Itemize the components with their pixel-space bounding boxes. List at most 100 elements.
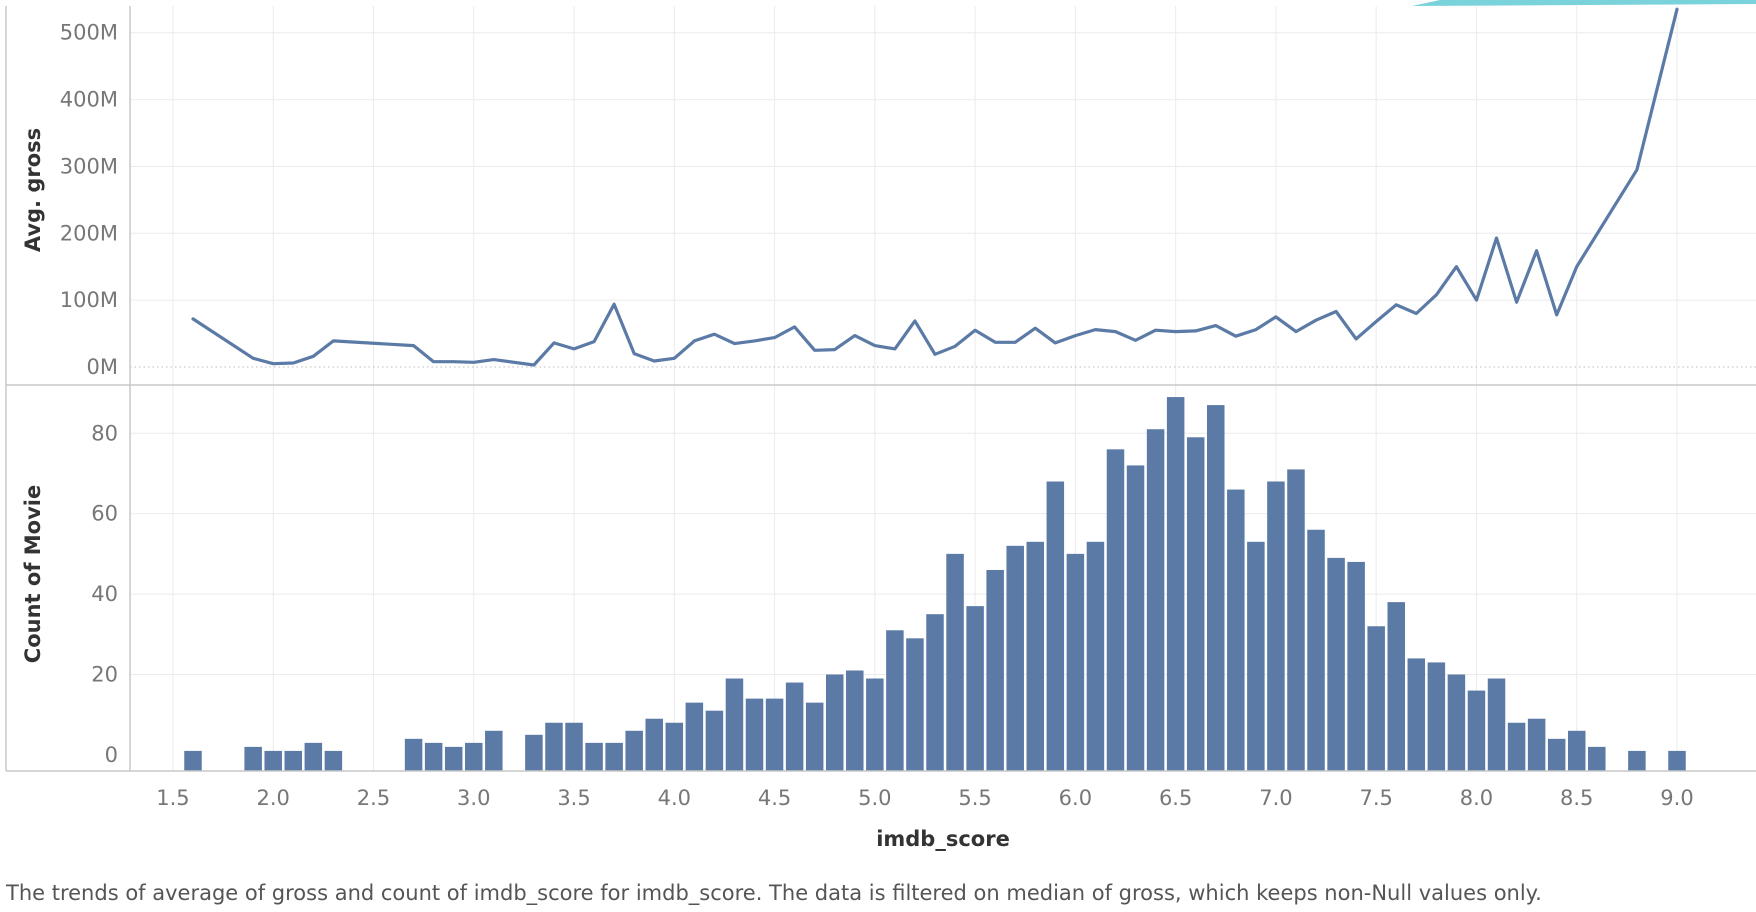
line-chart-y-tick-labels: 0M 100M 200M 300M 400M 500M bbox=[60, 21, 118, 379]
x-tick-10: 6.5 bbox=[1159, 786, 1192, 810]
x-tick-1: 2.0 bbox=[257, 786, 290, 810]
bar-9.0 bbox=[1668, 750, 1686, 771]
bar-2.9 bbox=[444, 746, 463, 771]
bar-chart-y-tick-0: 0 bbox=[105, 743, 118, 767]
x-tick-2: 2.5 bbox=[357, 786, 390, 810]
x-tick-3: 3.0 bbox=[457, 786, 490, 810]
bar-5.3 bbox=[926, 614, 944, 771]
bar-4.1 bbox=[685, 702, 704, 771]
bar-2.7 bbox=[404, 738, 423, 771]
x-axis-title: imdb_score bbox=[876, 827, 1010, 851]
bar-3.5 bbox=[565, 722, 583, 771]
bar-6.4 bbox=[1146, 429, 1165, 771]
bar-chart-y-tick-2: 40 bbox=[91, 582, 118, 606]
bar-4.0 bbox=[665, 722, 684, 771]
bar-chart-y-tick-1: 20 bbox=[91, 663, 118, 687]
bar-3.3 bbox=[525, 734, 543, 771]
bar-6.6 bbox=[1186, 437, 1205, 771]
decorative-header-streak bbox=[1412, 0, 1756, 6]
bar-5.4 bbox=[946, 553, 964, 771]
bar-2.2 bbox=[304, 742, 323, 771]
bar-4.3 bbox=[725, 678, 744, 771]
x-tick-13: 8.0 bbox=[1460, 786, 1493, 810]
bar-5.1 bbox=[886, 630, 904, 771]
bar-3.9 bbox=[645, 718, 663, 771]
x-tick-6: 4.5 bbox=[758, 786, 791, 810]
bar-4.8 bbox=[825, 674, 844, 771]
x-tick-11: 7.0 bbox=[1259, 786, 1292, 810]
bar-2.8 bbox=[424, 742, 443, 771]
bar-7.9 bbox=[1447, 674, 1466, 771]
bar-6.7 bbox=[1207, 405, 1225, 771]
bar-7.3 bbox=[1327, 557, 1345, 771]
bar-8.5 bbox=[1567, 730, 1586, 771]
line-chart-y-tick-0: 0M bbox=[87, 355, 118, 379]
bar-3.4 bbox=[545, 722, 563, 771]
bar-7.5 bbox=[1367, 626, 1385, 771]
bar-5.7 bbox=[1006, 545, 1024, 771]
line-chart-y-tick-4: 400M bbox=[60, 88, 118, 112]
chart-caption: The trends of average of gross and count… bbox=[5, 881, 1542, 906]
bar-4.6 bbox=[785, 682, 804, 771]
bar-3.8 bbox=[625, 730, 643, 771]
bar-8.6 bbox=[1588, 746, 1606, 771]
bar-8.2 bbox=[1507, 722, 1526, 771]
bar-4.4 bbox=[745, 698, 764, 771]
bar-6.1 bbox=[1086, 541, 1105, 771]
bar-7.6 bbox=[1387, 602, 1405, 771]
bar-series-count-of-movie bbox=[184, 397, 1686, 771]
bar-chart-y-tick-4: 80 bbox=[91, 421, 118, 445]
bar-chart-y-tick-labels: 0 20 40 60 80 bbox=[91, 421, 118, 767]
x-tick-7: 5.0 bbox=[858, 786, 891, 810]
x-tick-12: 7.5 bbox=[1359, 786, 1392, 810]
bar-2.1 bbox=[284, 750, 303, 771]
bar-7.0 bbox=[1267, 481, 1285, 771]
x-tick-9: 6.0 bbox=[1059, 786, 1092, 810]
bar-8.1 bbox=[1487, 678, 1506, 771]
bar-8.0 bbox=[1467, 690, 1486, 771]
line-chart-y-tick-3: 300M bbox=[60, 154, 118, 178]
bar-3.7 bbox=[605, 742, 623, 771]
line-chart-y-tick-2: 200M bbox=[60, 221, 118, 245]
bar-6.8 bbox=[1227, 489, 1245, 771]
bar-5.0 bbox=[866, 678, 884, 771]
bar-6.2 bbox=[1106, 449, 1125, 771]
x-tick-0: 1.5 bbox=[156, 786, 189, 810]
line-series-avg-gross bbox=[191, 7, 1679, 367]
bar-7.1 bbox=[1287, 469, 1305, 771]
bar-6.9 bbox=[1247, 541, 1265, 771]
line-chart-y-tick-1: 100M bbox=[60, 288, 118, 312]
line-chart-y-tick-5: 500M bbox=[60, 21, 118, 45]
bar-5.8 bbox=[1026, 541, 1045, 771]
bar-4.9 bbox=[846, 670, 864, 771]
bar-2.0 bbox=[264, 750, 282, 771]
bar-6.5 bbox=[1166, 397, 1185, 771]
x-tick-15: 9.0 bbox=[1660, 786, 1693, 810]
x-tick-5: 4.0 bbox=[658, 786, 691, 810]
line-chart-gridlines bbox=[130, 32, 1756, 301]
x-tick-14: 8.5 bbox=[1560, 786, 1593, 810]
bar-6.0 bbox=[1066, 553, 1085, 771]
bar-7.2 bbox=[1307, 529, 1325, 771]
bar-3.6 bbox=[585, 742, 603, 771]
bar-7.7 bbox=[1407, 658, 1426, 771]
bar-5.5 bbox=[966, 606, 984, 771]
bar-8.3 bbox=[1527, 718, 1546, 771]
x-tick-4: 3.5 bbox=[557, 786, 590, 810]
bar-2.3 bbox=[324, 750, 343, 771]
bar-chart-y-tick-3: 60 bbox=[91, 502, 118, 526]
x-tick-8: 5.5 bbox=[958, 786, 991, 810]
bar-3.1 bbox=[485, 730, 503, 771]
x-axis-tick-labels: 1.5 2.0 2.5 3.0 3.5 4.0 4.5 5.0 5.5 6.0 6.5 7.0 7.5 8… bbox=[156, 786, 1693, 810]
bar-4.5 bbox=[765, 698, 784, 771]
bar-8.8 bbox=[1628, 750, 1646, 771]
bar-3.0 bbox=[465, 742, 483, 771]
bar-5.6 bbox=[986, 569, 1004, 771]
bar-7.4 bbox=[1347, 561, 1365, 771]
bar-1.9 bbox=[244, 746, 262, 771]
y-axis-title-count-of-movie: Count of Movie bbox=[21, 485, 45, 663]
bar-8.4 bbox=[1547, 738, 1566, 771]
bar-1.6 bbox=[184, 750, 202, 771]
bar-7.8 bbox=[1427, 662, 1446, 771]
